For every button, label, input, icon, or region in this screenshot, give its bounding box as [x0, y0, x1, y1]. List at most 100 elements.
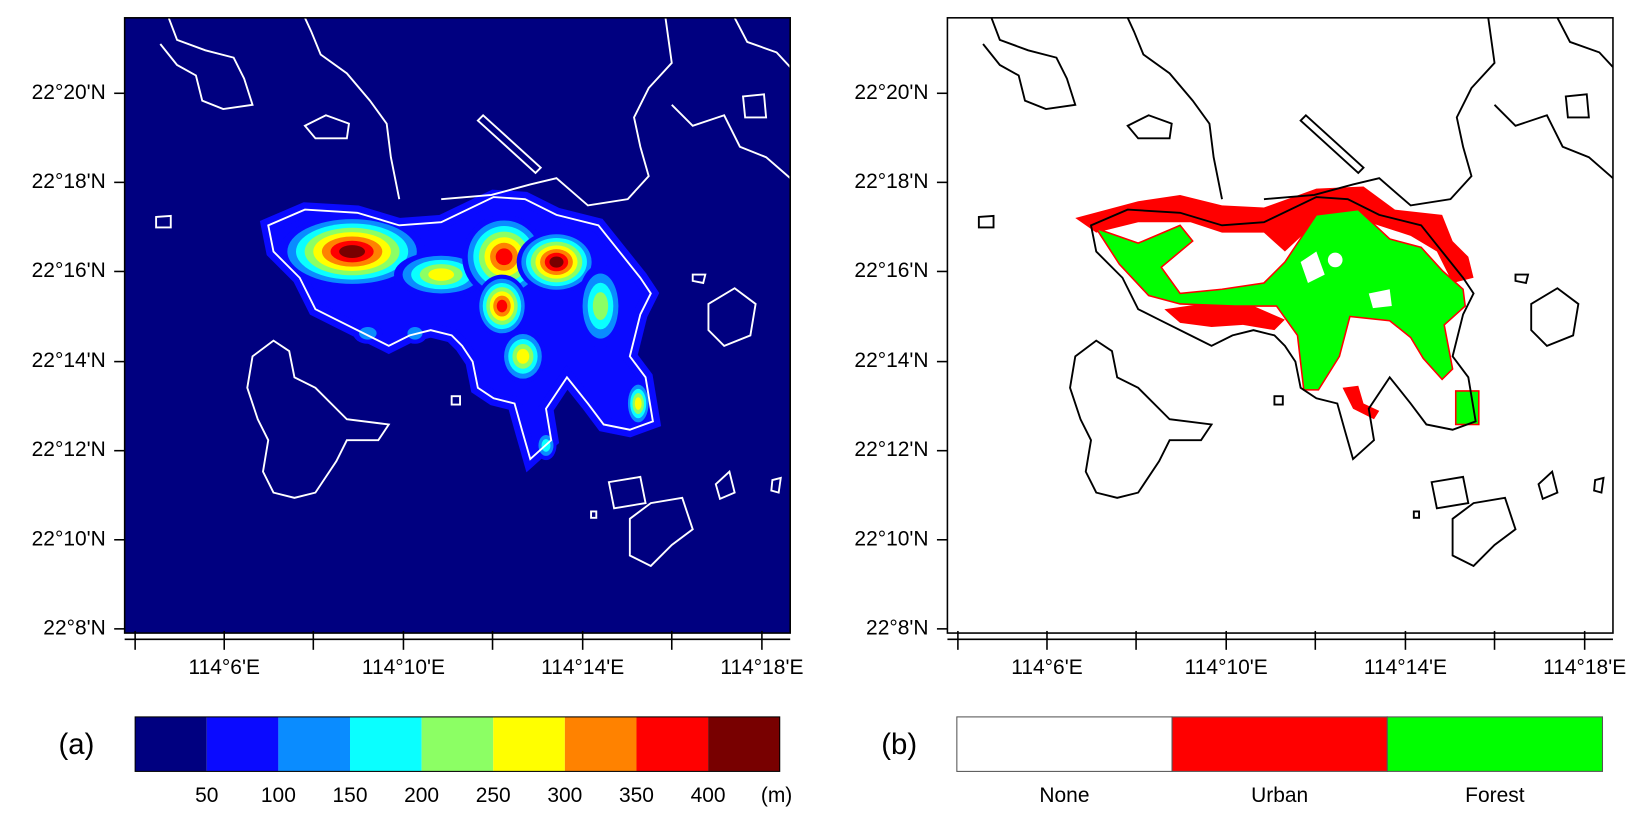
map-frame [123, 17, 791, 634]
coastline [714, 469, 736, 501]
coastline [1493, 104, 1613, 179]
coastline [982, 17, 1077, 110]
y-tick-label: 22°16'N [32, 259, 106, 282]
map-frame [946, 17, 1614, 634]
coastline [1593, 476, 1605, 494]
forest-hole [1327, 252, 1343, 268]
coastline [770, 476, 782, 494]
y-tick-label: 22°16'N [854, 259, 928, 282]
coastline [628, 496, 694, 568]
forest-area [1094, 208, 1467, 391]
y-tick-label: 22°10'N [32, 527, 106, 550]
y-tick-label: 22°20'N [32, 81, 106, 104]
coastline [159, 17, 254, 110]
y-tick-label: 22°12'N [854, 438, 928, 461]
colorbar-frame [134, 716, 781, 772]
elevation-contour [359, 327, 377, 340]
colorbar-swatch [564, 716, 637, 772]
coastline [1430, 475, 1470, 510]
colorbar-swatch [349, 716, 422, 772]
coastline [1263, 17, 1496, 207]
map-background [947, 17, 1613, 634]
coastline [707, 287, 757, 347]
y-tick-label: 22°12'N [32, 438, 106, 461]
elevation-contour [634, 397, 642, 410]
map-panel: 22°20'N 22°18'N 22°16'N 22°14'N 22°12'N 22°10… [854, 17, 1626, 807]
y-tick-label: 22°18'N [32, 170, 106, 193]
colorbar-label: 50 [195, 784, 218, 807]
elevation-contour [516, 348, 530, 364]
coastline [246, 339, 391, 499]
coastline [304, 17, 401, 200]
legend-swatch [1386, 716, 1604, 772]
colorbar-label: 400 [691, 784, 726, 807]
coastline [1126, 114, 1173, 140]
coastline [476, 113, 543, 175]
x-tick-label: 114°14'E [1364, 656, 1447, 679]
y-tick-label: 22°8'N [866, 616, 928, 639]
colorbar-swatch [493, 716, 565, 772]
panel-label: (a) [59, 728, 95, 761]
x-tick-label: 114°10'E [1185, 656, 1268, 679]
coastline [1537, 469, 1559, 501]
map-content [977, 17, 1613, 568]
urban-area [1342, 385, 1380, 420]
colorbar-label: 250 [476, 784, 511, 807]
coastline [1451, 496, 1517, 568]
elevation-contour [495, 248, 513, 266]
legend-label: None [1039, 784, 1089, 807]
coastline [1126, 17, 1223, 200]
elevation-contour [592, 292, 609, 321]
legend-label: Urban [1251, 784, 1308, 807]
panel-label: (b) [881, 728, 917, 761]
y-tick-label: 22°20'N [854, 81, 928, 104]
coastline [1556, 17, 1613, 68]
x-tick-label: 114°6'E [1011, 656, 1082, 679]
y-tick-label: 22°14'N [854, 349, 928, 372]
urban-area [1075, 186, 1474, 283]
coastline [1069, 339, 1214, 499]
coastline [267, 196, 654, 461]
colorbar-label: 100 [261, 784, 296, 807]
x-tick-label: 114°14'E [541, 656, 624, 679]
colorbar-swatch [278, 716, 350, 772]
map-panel: 22°20'N 22°18'N 22°16'N 22°14'N 22°12'N 22°10… [32, 17, 803, 807]
coastline [1299, 113, 1365, 175]
coastline [607, 475, 647, 510]
coastline [1514, 273, 1530, 285]
coastline [742, 93, 768, 119]
colorbar-label: 150 [333, 784, 368, 807]
elevation-contour [496, 299, 508, 313]
colorbar-swatch [206, 716, 279, 772]
colorbar-label: 200 [404, 784, 439, 807]
coastline [450, 395, 461, 406]
y-tick-label: 22°8'N [43, 616, 105, 639]
coastline [671, 104, 791, 179]
colorbar-swatch [135, 716, 207, 772]
colorbar-swatch [708, 716, 780, 772]
colorbar-swatch [421, 716, 494, 772]
urban-area [1164, 303, 1285, 331]
coastline [1273, 395, 1284, 406]
coastline [155, 214, 172, 229]
coastline [1089, 196, 1477, 461]
x-tick-label: 114°6'E [189, 656, 260, 679]
forest-hole [1237, 251, 1392, 309]
coastline [1412, 510, 1421, 519]
colorbar-unit: (m) [761, 784, 792, 807]
coastline [1530, 287, 1580, 347]
coastline [977, 214, 995, 229]
y-tick-label: 22°10'N [854, 527, 928, 550]
map-content [155, 17, 791, 568]
elevation-contour [428, 268, 455, 281]
y-tick-label: 22°18'N [854, 170, 928, 193]
x-tick-label: 114°18'E [1543, 656, 1626, 679]
elevation-contour [339, 245, 366, 259]
coastline [691, 273, 707, 285]
elevation-contour [549, 256, 564, 268]
coastline [303, 114, 350, 140]
coastline [590, 510, 598, 519]
coastline [1564, 93, 1590, 119]
coastline [441, 17, 673, 207]
